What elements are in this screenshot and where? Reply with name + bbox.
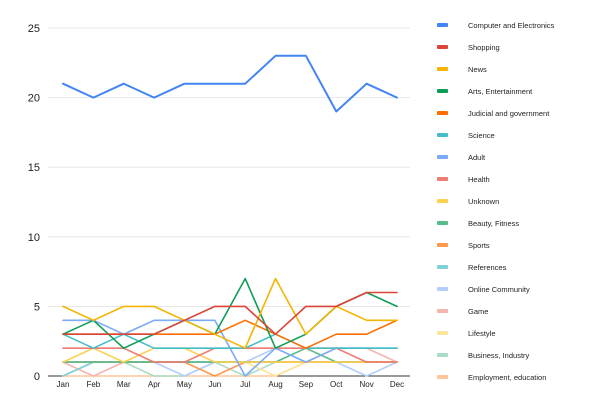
legend-swatch [437, 221, 448, 225]
legend-label: Shopping [468, 43, 500, 52]
series-lines [62, 54, 398, 377]
x-tick-label: Jan [57, 380, 70, 389]
legend-swatch [437, 287, 448, 291]
legend-label: Health [468, 175, 490, 184]
x-tick-label: Apr [148, 380, 161, 389]
x-tick-label: May [177, 380, 192, 389]
legend-label: Beauty, Fitness [468, 219, 519, 228]
y-tick-label: 20 [28, 93, 40, 105]
legend-label: Business, Industry [468, 351, 530, 360]
legend-item: News [437, 65, 487, 74]
gridlines [48, 27, 410, 377]
legend-label: Computer and Electronics [468, 21, 555, 30]
y-axis-ticks: 0 5 10 15 20 25 [28, 23, 40, 383]
x-tick-label: Oct [330, 380, 343, 389]
legend-label: Adult [468, 153, 486, 162]
y-tick-label: 25 [28, 23, 40, 35]
legend-item: Game [437, 307, 488, 316]
legend-label: Game [468, 307, 488, 316]
legend-label: Online Community [468, 285, 530, 294]
series-line-science [62, 333, 398, 350]
series-line-news [62, 277, 398, 350]
legend-label: Unknown [468, 197, 499, 206]
legend-item: Judicial and government [437, 109, 550, 118]
legend-item: Lifestyle [437, 329, 496, 338]
series-line-beauty-fitness [62, 347, 398, 363]
legend-swatch [437, 111, 448, 115]
legend-label: News [468, 65, 487, 74]
legend-item: Shopping [437, 43, 500, 52]
legend-item: Adult [437, 153, 486, 162]
legend-swatch [437, 265, 448, 269]
series-line-computer-and-electronics [62, 54, 398, 113]
legend-item: Sports [437, 241, 490, 250]
legend-swatch [437, 45, 448, 49]
x-tick-label: Dec [390, 380, 404, 389]
series-line-sports [62, 361, 398, 377]
legend-swatch [437, 199, 448, 203]
legend-swatch [437, 133, 448, 137]
legend-label: Employment, education [468, 373, 546, 382]
series-line-unknown [62, 347, 398, 363]
x-tick-label: Nov [360, 380, 374, 389]
legend-item: Unknown [437, 197, 499, 206]
legend-swatch [437, 67, 448, 71]
y-tick-label: 5 [34, 301, 40, 313]
legend-item: Online Community [437, 285, 530, 294]
x-tick-label: Jul [240, 380, 250, 389]
legend-item: References [437, 263, 507, 272]
legend: Computer and Electronics Shopping News Arts… [437, 21, 555, 382]
x-tick-label: Feb [86, 380, 100, 389]
legend-label: Arts, Entertainment [468, 87, 533, 96]
x-tick-label: Aug [268, 380, 282, 389]
legend-label: Science [468, 131, 495, 140]
legend-swatch [437, 89, 448, 93]
legend-item: Business, Industry [437, 351, 530, 360]
legend-item: Beauty, Fitness [437, 219, 519, 228]
legend-label: References [468, 263, 507, 272]
series-line-arts-entertainment [62, 277, 398, 350]
series-line-health [62, 347, 398, 363]
legend-label: Judicial and government [468, 109, 550, 118]
legend-swatch [437, 155, 448, 159]
legend-item: Employment, education [437, 373, 546, 382]
y-tick-label: 10 [28, 232, 40, 244]
legend-item: Computer and Electronics [437, 21, 555, 30]
legend-label: Sports [468, 241, 490, 250]
legend-swatch [437, 309, 448, 313]
legend-item: Science [437, 131, 495, 140]
legend-item: Health [437, 175, 490, 184]
legend-swatch [437, 177, 448, 181]
legend-swatch [437, 23, 448, 27]
x-axis-ticks: Jan Feb Mar Apr May Jun Jul Aug Sep Oct Nov Dec [57, 380, 405, 389]
y-tick-label: 0 [34, 371, 40, 383]
x-tick-label: Jun [208, 380, 221, 389]
legend-swatch [437, 353, 448, 357]
x-tick-label: Mar [117, 380, 131, 389]
legend-swatch [437, 331, 448, 335]
legend-label: Lifestyle [468, 329, 496, 338]
legend-item: Arts, Entertainment [437, 87, 533, 96]
legend-swatch [437, 375, 448, 379]
y-tick-label: 15 [28, 162, 40, 174]
series-line-shopping [62, 291, 398, 336]
legend-swatch [437, 243, 448, 247]
x-tick-label: Sep [299, 380, 314, 389]
